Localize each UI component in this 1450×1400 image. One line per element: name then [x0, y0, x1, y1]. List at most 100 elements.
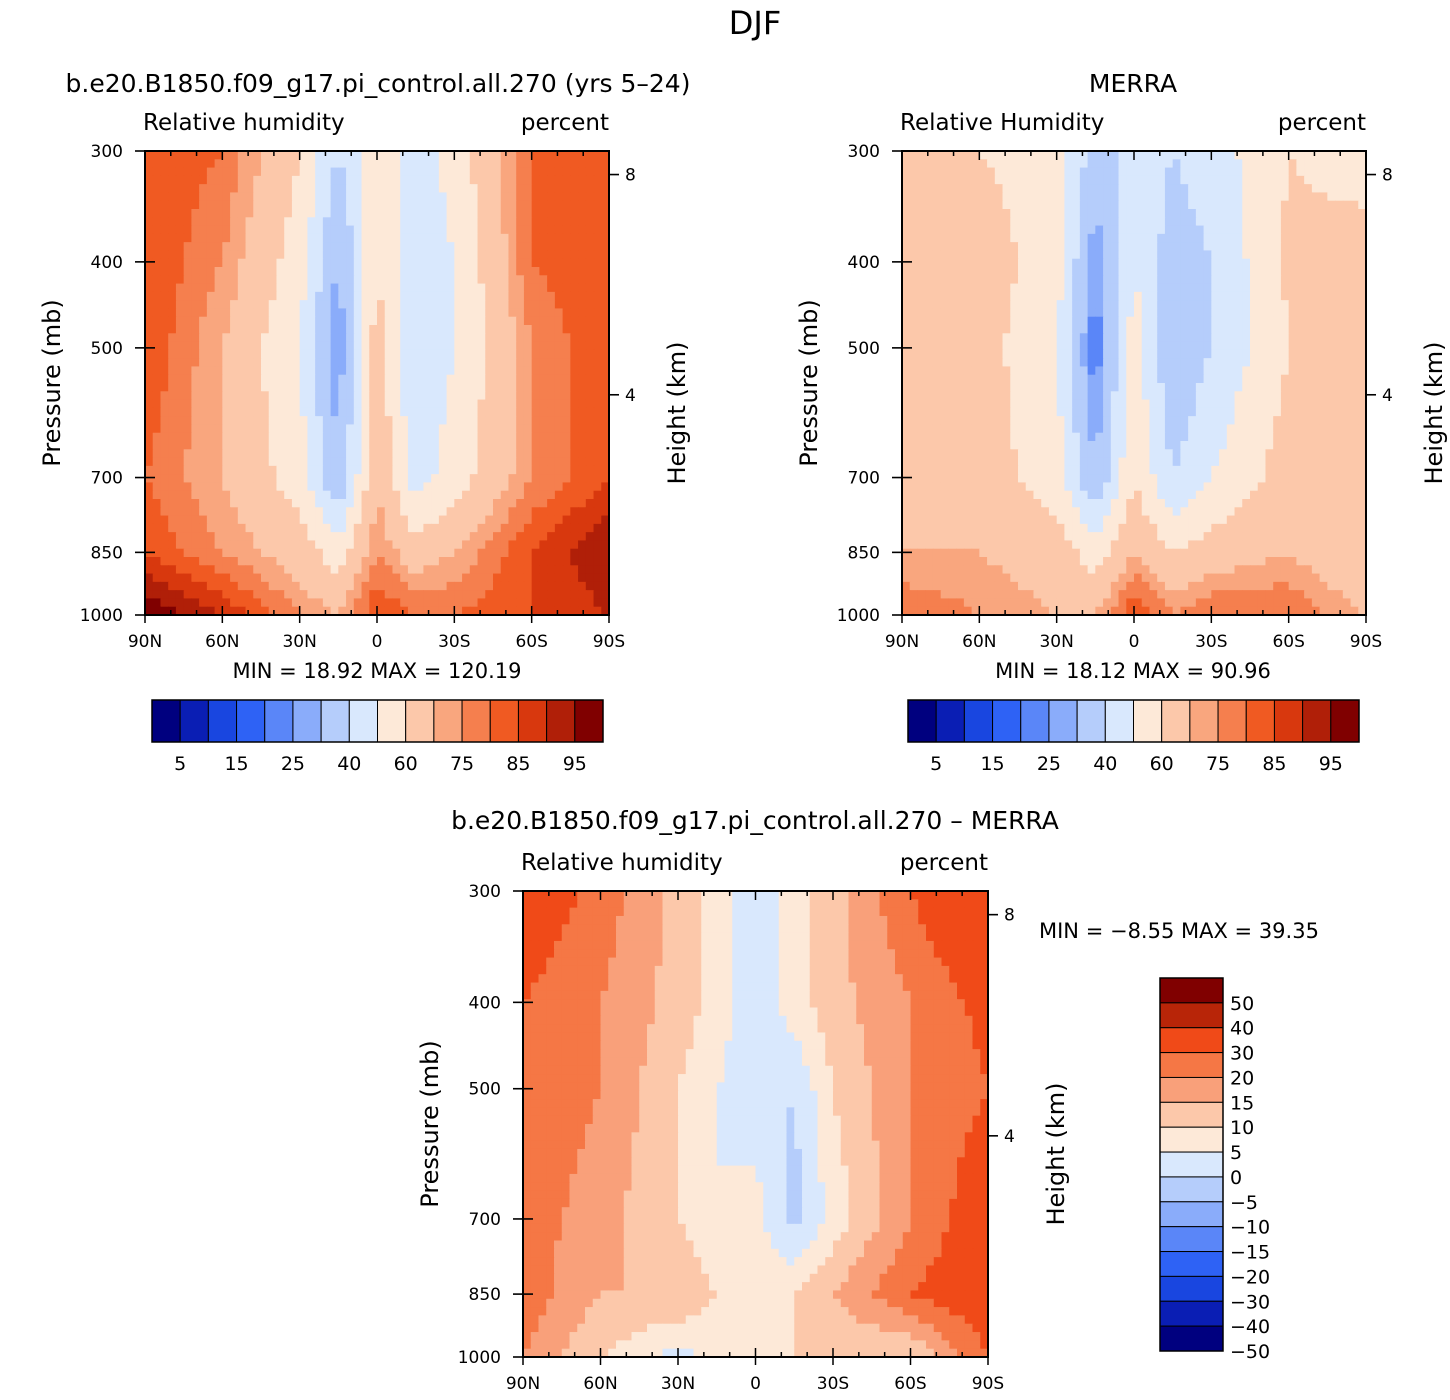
field-cell: [1288, 349, 1297, 359]
field-cell: [160, 482, 169, 492]
field-cell: [917, 258, 926, 268]
field-cell: [1126, 333, 1135, 343]
field-cell: [971, 275, 980, 285]
field-cell: [1033, 151, 1042, 160]
field-cell: [407, 490, 417, 500]
field-cell: [1188, 300, 1197, 310]
field-cell: [1311, 275, 1321, 285]
field-cell: [940, 200, 949, 210]
field-cell: [322, 565, 332, 575]
field-cell: [485, 325, 494, 334]
field-cell: [1280, 242, 1290, 252]
field-cell: [1002, 159, 1011, 169]
field-cell: [237, 167, 247, 177]
field-cell: [547, 316, 556, 326]
field-cell: [338, 424, 347, 434]
field-cell: [315, 275, 324, 285]
field-cell: [446, 416, 455, 426]
field-cell: [1126, 175, 1135, 185]
field-cell: [1288, 267, 1297, 276]
field-cell: [361, 557, 370, 566]
field-cell: [1149, 233, 1158, 243]
field-cell: [1280, 341, 1290, 351]
field-cell: [307, 175, 316, 185]
field-cell: [1033, 333, 1042, 343]
field-cell: [268, 557, 278, 566]
field-cell: [1141, 341, 1151, 351]
field-cell: [152, 581, 162, 591]
field-cell: [160, 573, 169, 583]
field-cell: [214, 407, 223, 417]
field-cell: [1087, 267, 1096, 276]
field-cell: [578, 581, 587, 591]
field-cell: [407, 416, 417, 426]
field-cell: [493, 573, 502, 583]
field-cell: [446, 308, 455, 318]
field-cell: [932, 258, 942, 268]
field-cell: [531, 308, 540, 318]
field-cell: [508, 167, 517, 177]
field-cell: [199, 300, 208, 310]
field-cell: [1234, 325, 1243, 334]
pressure-tick-label: 850: [91, 543, 123, 563]
field-cell: [500, 499, 510, 508]
field-cell: [1242, 250, 1251, 260]
field-cell: [539, 606, 548, 616]
field-cell: [377, 490, 386, 500]
field-cell: [261, 283, 270, 293]
field-cell: [346, 341, 355, 351]
field-cell: [1265, 349, 1274, 359]
field-cell: [601, 540, 610, 550]
field-cell: [1079, 217, 1089, 227]
field-cell: [346, 474, 355, 484]
field-cell: [1203, 242, 1212, 252]
field-cell: [322, 581, 332, 591]
field-cell: [407, 167, 417, 177]
field-cell: [454, 325, 463, 334]
field-cell: [261, 523, 270, 533]
field-cell: [1288, 308, 1297, 318]
field-cell: [199, 167, 208, 177]
field-cell: [438, 242, 448, 252]
field-cell: [531, 333, 540, 343]
field-cell: [1311, 175, 1321, 185]
field-cell: [1126, 267, 1135, 276]
field-cell: [400, 565, 409, 575]
field-cell: [1226, 341, 1236, 351]
field-cell: [523, 557, 533, 566]
field-cell: [145, 267, 154, 276]
field-cell: [948, 192, 957, 202]
field-cell: [438, 209, 448, 218]
field-cell: [909, 308, 919, 318]
field-cell: [1226, 250, 1236, 260]
field-cell: [585, 267, 595, 276]
field-cell: [222, 606, 231, 616]
field-cell: [191, 557, 200, 566]
field-cell: [554, 325, 564, 334]
field-cell: [1072, 300, 1081, 310]
field-cell: [353, 424, 363, 434]
field-cell: [1234, 275, 1243, 285]
field-cell: [245, 374, 254, 384]
field-cell: [1041, 250, 1050, 260]
field-cell: [369, 573, 378, 583]
field-cell: [369, 432, 378, 442]
field-cell: [1358, 250, 1367, 260]
field-cell: [1110, 275, 1120, 285]
field-cell: [1327, 217, 1336, 227]
field-cell: [554, 283, 564, 293]
field-cell: [500, 291, 510, 301]
field-cell: [1311, 349, 1321, 359]
field-cell: [1242, 291, 1251, 301]
field-cell: [1180, 217, 1189, 227]
field-cell: [160, 250, 169, 260]
field-cell: [1149, 209, 1158, 218]
field-cell: [1250, 291, 1259, 301]
field-cell: [346, 333, 355, 343]
field-cell: [523, 598, 533, 608]
field-cell: [1110, 225, 1120, 235]
field-cell: [987, 316, 996, 326]
field-cell: [1126, 316, 1135, 326]
field-cell: [446, 424, 455, 434]
